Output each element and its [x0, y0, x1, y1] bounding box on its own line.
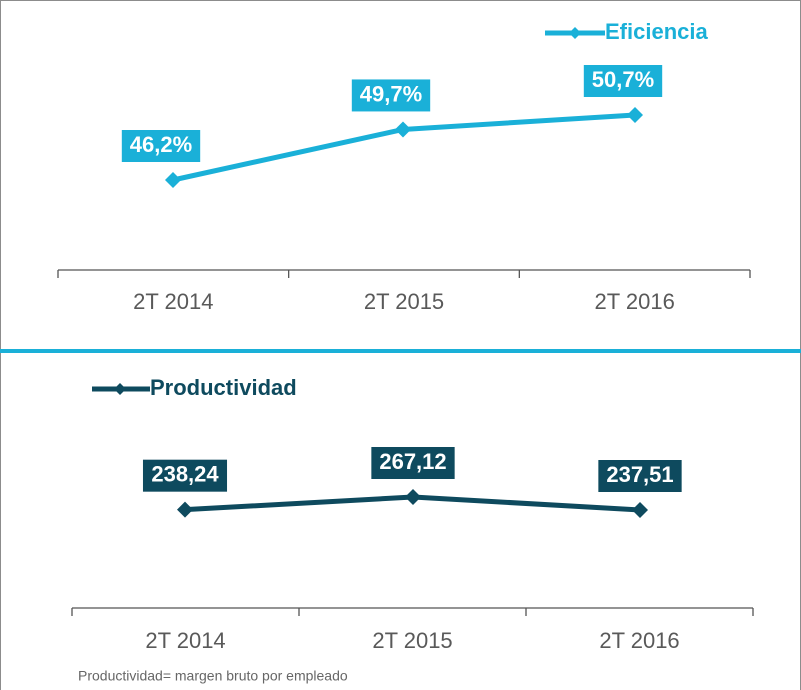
- data-label-box: [351, 79, 431, 112]
- data-label-text: 238,24: [151, 461, 219, 486]
- data-label-box: [598, 460, 682, 492]
- data-label: 267,12: [371, 447, 455, 479]
- data-label: 49,7%: [351, 79, 431, 112]
- point-marker: [165, 172, 181, 188]
- x-tick-label: 2T 2014: [133, 289, 213, 314]
- data-label-text: 267,12: [379, 449, 446, 474]
- x-tick-label: 2T 2015: [372, 628, 452, 653]
- point-marker: [395, 121, 411, 138]
- data-label-box: [371, 447, 455, 479]
- data-label: 237,51: [598, 460, 682, 492]
- data-label-text: 237,51: [606, 462, 673, 487]
- data-label-text: 46,2%: [130, 132, 192, 157]
- x-tick-label: 2T 2014: [145, 628, 225, 653]
- divider: [0, 349, 801, 353]
- data-label-box: [121, 130, 201, 162]
- point-marker: [627, 107, 643, 123]
- x-tick-label: 2T 2016: [599, 628, 679, 653]
- data-label-text: 50,7%: [592, 67, 654, 92]
- x-tick-label: 2T 2015: [364, 289, 444, 314]
- data-label-box: [142, 459, 228, 492]
- footnote: Productividad= margen bruto por empleado: [78, 668, 348, 684]
- data-label-box: [583, 65, 663, 97]
- data-label: 50,7%: [583, 65, 663, 97]
- legend-marker: [114, 383, 126, 395]
- point-marker: [177, 501, 193, 518]
- legend-marker: [569, 27, 581, 39]
- data-label-text: 49,7%: [360, 81, 422, 106]
- data-label: 238,24: [142, 459, 228, 492]
- point-marker: [405, 489, 421, 505]
- x-tick-label: 2T 2016: [594, 289, 674, 314]
- legend-label: Productividad: [150, 375, 297, 400]
- point-marker: [632, 502, 648, 518]
- data-label: 46,2%: [121, 130, 201, 162]
- legend-label: Eficiencia: [605, 19, 708, 44]
